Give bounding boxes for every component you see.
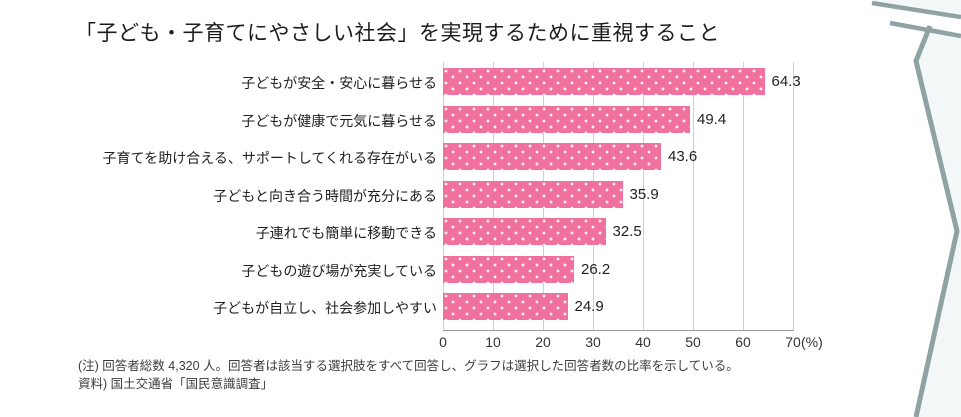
x-tick-label: 10	[485, 334, 501, 350]
chevron-line-bottom	[889, 20, 961, 39]
x-tick-label: 40	[635, 334, 651, 350]
footnote-note: (注) 回答者総数 4,320 人。回答者は該当する選択肢をすべて回答し、グラフ…	[78, 359, 739, 373]
gridline	[743, 62, 744, 330]
x-tick-label: 60	[735, 334, 751, 350]
axis-unit-label: (%)	[801, 334, 823, 350]
value-label: 64.3	[771, 73, 801, 90]
bar	[443, 180, 623, 208]
category-label: 子育てを助け合える、サポートしてくれる存在がいる	[102, 150, 437, 166]
gridline	[643, 62, 644, 330]
category-label: 子どもの遊び場が充実している	[241, 262, 437, 279]
category-label: 子どもと向き合う時間が充分にある	[213, 187, 437, 204]
bar	[443, 218, 606, 245]
chevron-tint-top	[874, 0, 961, 14]
category-label: 子どもが健康で元気に暮らせる	[241, 112, 437, 129]
value-label: 24.9	[574, 298, 604, 315]
x-tick-label: 0	[439, 334, 447, 350]
chevron-tint-main	[916, 26, 961, 417]
x-tick-label: 70	[785, 334, 801, 350]
gridline	[793, 62, 794, 330]
chart-title: 「子ども・子育てにやさしい社会」を実現するために重視すること	[75, 22, 720, 45]
value-label: 35.9	[629, 185, 659, 203]
footnotes: (注) 回答者総数 4,320 人。回答者は該当する選択肢をすべて回答し、グラフ…	[78, 357, 739, 393]
footnote-source: 資料) 国土交通省「国民意識調査」	[78, 377, 274, 392]
category-label: 子連れでも簡単に移動できる	[255, 225, 437, 241]
x-tick-label: 50	[685, 334, 701, 350]
value-label: 32.5	[612, 223, 642, 240]
value-label: 26.2	[581, 260, 611, 278]
bar	[443, 143, 661, 170]
x-tick-label: 20	[535, 334, 551, 350]
bar	[443, 293, 568, 320]
bar	[443, 68, 765, 95]
category-label: 子どもが自立し、社会参加しやすい	[213, 300, 437, 316]
value-label: 43.6	[668, 148, 698, 165]
bar	[443, 105, 690, 133]
bar	[443, 255, 574, 283]
chevron-line-top	[871, 0, 961, 20]
chevron-outline	[913, 25, 960, 417]
category-label: 子どもが安全・安心に暮らせる	[241, 75, 437, 91]
x-axis-line	[443, 330, 794, 331]
x-tick-label: 30	[585, 334, 601, 350]
value-label: 49.4	[697, 110, 727, 128]
gridline	[693, 62, 694, 330]
